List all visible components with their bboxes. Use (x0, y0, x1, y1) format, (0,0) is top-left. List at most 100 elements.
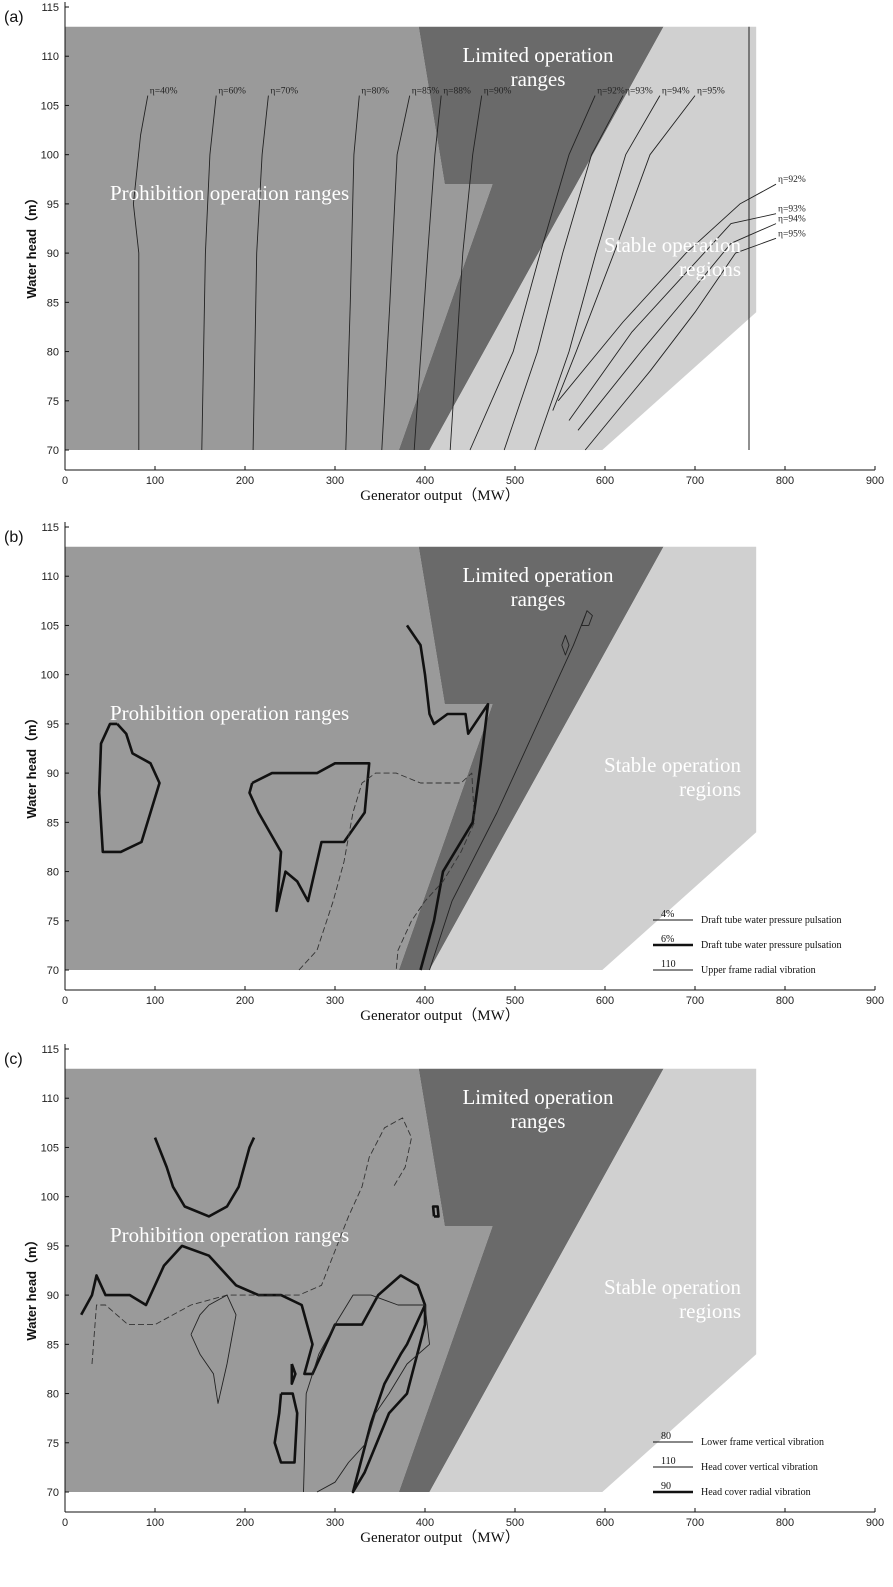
region-stable-operation-regions (429, 26, 757, 450)
y-axis-title: Water head（m） (24, 191, 39, 298)
panel-label: (a) (4, 9, 24, 26)
contour-line (503, 95, 624, 451)
contour-line (568, 213, 777, 421)
y-tick-label: 75 (47, 1438, 59, 1450)
contour-line (534, 95, 661, 451)
limited-range-label: ranges (511, 1109, 566, 1133)
x-tick-label: 200 (236, 475, 254, 487)
region-limited-operation-ranges (398, 546, 664, 970)
y-tick-label: 90 (47, 1290, 59, 1302)
efficiency-contour-label: η=85% (412, 87, 440, 97)
efficiency-contour-label: η=88% (443, 87, 471, 97)
legend-label: Head cover radial vibration (701, 1487, 811, 1498)
stable-region-label: regions (679, 777, 741, 801)
efficiency-contour-label: η=60% (218, 87, 246, 97)
contour-line (298, 772, 475, 971)
y-tick-label: 90 (47, 248, 59, 260)
limited-range-label: ranges (511, 587, 566, 611)
x-tick-label: 800 (776, 475, 794, 487)
y-tick-label: 110 (41, 51, 59, 63)
y-tick-label: 85 (47, 297, 59, 309)
efficiency-contour-label: η=93% (625, 87, 653, 97)
contour-line (153, 1137, 256, 1218)
limited-range-label: Limited operation (462, 563, 614, 587)
stable-region-label: Stable operation (604, 233, 742, 257)
x-tick-label: 800 (776, 1517, 794, 1529)
prohibition-range-label: Prohibition operation ranges (110, 1223, 349, 1247)
limited-range-label: ranges (511, 67, 566, 91)
contour-line (429, 615, 586, 971)
prohibition-range-label: Prohibition operation ranges (110, 181, 349, 205)
y-tick-label: 105 (41, 100, 59, 112)
x-axis-title: Generator output（MW） (360, 487, 520, 504)
y-tick-label: 70 (47, 1487, 59, 1499)
legend-value: 110 (661, 959, 676, 970)
region-prohibition-operation-ranges (65, 26, 493, 450)
y-tick-label: 115 (41, 2, 59, 14)
x-tick-label: 300 (326, 1517, 344, 1529)
y-tick-label: 100 (41, 150, 59, 162)
efficiency-contour-label: η=80% (361, 87, 389, 97)
contour-line (552, 95, 696, 411)
x-tick-label: 100 (146, 995, 164, 1007)
x-tick-label: 400 (416, 1517, 434, 1529)
x-tick-label: 200 (236, 1517, 254, 1529)
contour-line (431, 1205, 440, 1218)
stable-region-label: regions (679, 1299, 741, 1323)
x-tick-label: 700 (686, 1517, 704, 1529)
panel-label: (c) (4, 1051, 23, 1068)
y-tick-label: 115 (41, 522, 59, 534)
x-tick-label: 100 (146, 1517, 164, 1529)
y-tick-label: 95 (47, 199, 59, 211)
legend-value: 90 (661, 1481, 671, 1492)
y-tick-label: 110 (41, 571, 59, 583)
y-axis-title: Water head（m） (24, 1233, 39, 1340)
contour-line (91, 1117, 412, 1365)
contour-line (290, 1363, 297, 1385)
x-tick-label: 400 (416, 475, 434, 487)
y-tick-label: 75 (47, 396, 59, 408)
x-tick-label: 200 (236, 995, 254, 1007)
x-tick-label: 500 (506, 995, 524, 1007)
y-tick-label: 100 (41, 670, 59, 682)
stable-region-label: regions (679, 257, 741, 281)
x-tick-label: 900 (866, 475, 884, 487)
x-tick-label: 300 (326, 995, 344, 1007)
y-tick-label: 80 (47, 867, 59, 879)
y-tick-label: 85 (47, 817, 59, 829)
y-tick-label: 105 (41, 1142, 59, 1154)
y-tick-label: 95 (47, 719, 59, 731)
x-tick-label: 500 (506, 475, 524, 487)
contour-line (252, 95, 269, 451)
legend-label: Draft tube water pressure pulsation (701, 915, 842, 926)
x-tick-label: 300 (326, 475, 344, 487)
y-tick-label: 105 (41, 620, 59, 632)
x-tick-label: 0 (62, 475, 68, 487)
contour-line (577, 223, 777, 431)
efficiency-contour-label: η=70% (270, 87, 298, 97)
region-limited-operation-ranges (398, 1068, 664, 1492)
x-tick-label: 0 (62, 995, 68, 1007)
contour-line (201, 95, 217, 451)
legend-label: Head cover vertical vibration (701, 1462, 818, 1473)
contour-line (303, 1294, 430, 1493)
contour-line (405, 624, 490, 971)
contour-line (190, 1294, 237, 1404)
y-tick-label: 70 (47, 445, 59, 457)
legend-value: 6% (661, 934, 674, 945)
x-tick-label: 500 (506, 1517, 524, 1529)
x-axis-title: Generator output（MW） (360, 1007, 520, 1024)
efficiency-contour-label: η=95% (778, 229, 806, 239)
efficiency-contour-label: η=92% (778, 175, 806, 185)
efficiency-contour-label: η=94% (662, 87, 690, 97)
stable-region-label: Stable operation (604, 753, 742, 777)
x-tick-label: 600 (596, 995, 614, 1007)
x-tick-label: 100 (146, 475, 164, 487)
efficiency-contour-label: η=92% (597, 87, 625, 97)
x-tick-label: 900 (866, 1517, 884, 1529)
x-tick-label: 600 (596, 475, 614, 487)
y-tick-label: 75 (47, 916, 59, 928)
x-tick-label: 400 (416, 995, 434, 1007)
efficiency-contour-label: η=93% (778, 205, 806, 215)
